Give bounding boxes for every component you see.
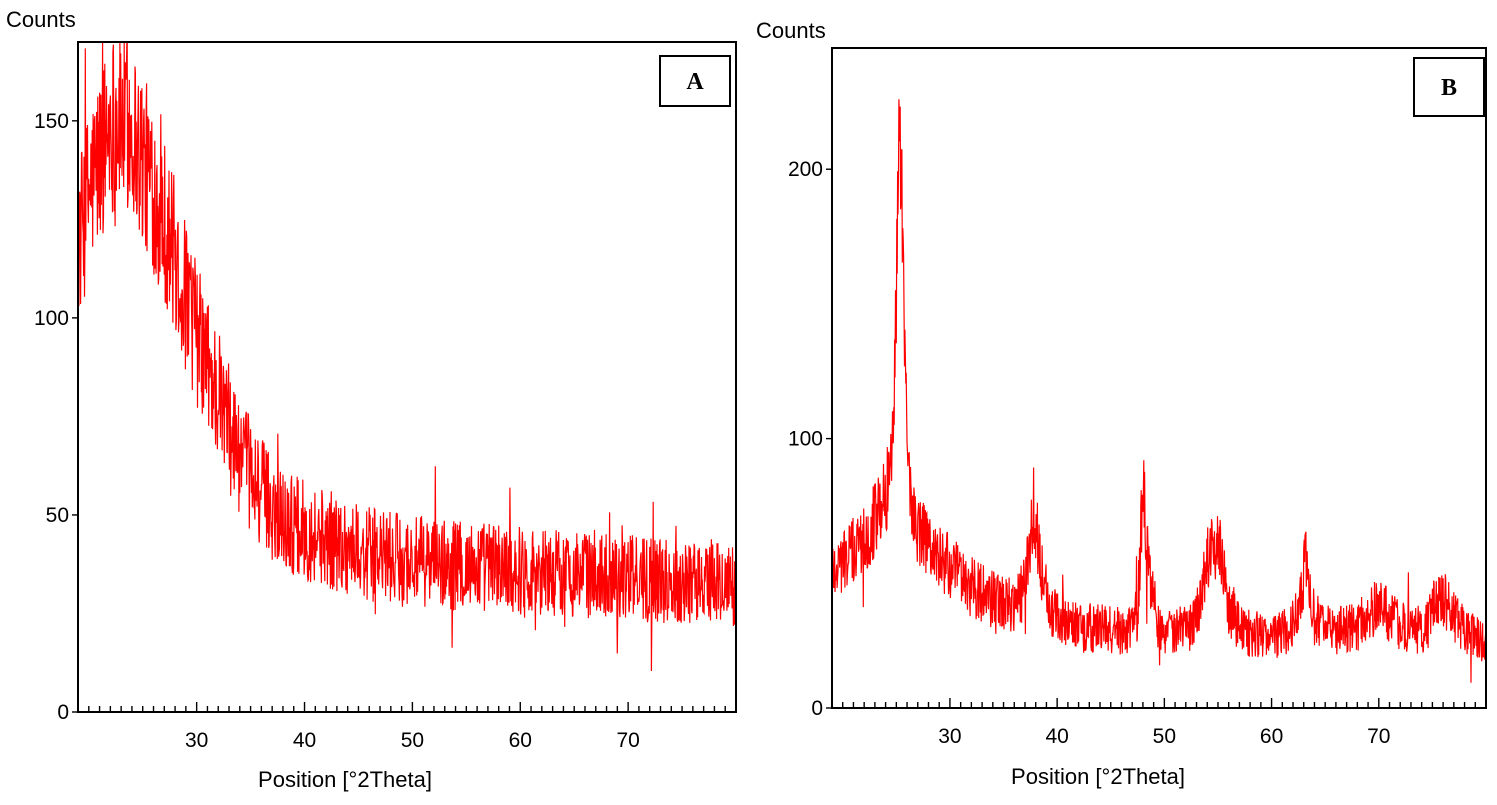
panel-label-box-a	[659, 55, 731, 107]
x-tick-label: 60	[509, 729, 532, 752]
y-tick-label: 0	[57, 701, 69, 724]
y-tick-label: 0	[811, 697, 823, 720]
x-tick-label: 70	[616, 729, 639, 752]
y-tick-label: 200	[788, 158, 823, 181]
x-tick-label: 40	[293, 729, 316, 752]
y-axis-title-b: Counts	[756, 18, 826, 43]
x-tick-label: 60	[1260, 725, 1283, 748]
y-axis-title-a: Counts	[6, 7, 76, 32]
y-tick-label: 100	[34, 307, 69, 330]
x-tick-label: 50	[401, 729, 424, 752]
diffraction-series-b	[831, 99, 1487, 683]
panel-label-box-b	[1413, 57, 1485, 117]
x-axis-title-a: Position [°2Theta]	[258, 767, 432, 792]
x-tick-label: 30	[938, 725, 961, 748]
y-tick-label: 150	[34, 110, 69, 133]
chart-panel-b: Counts 30 40 50 60 70 0 100 200 B Position [°2T…	[756, 18, 1487, 789]
panel-label-a: A	[686, 69, 704, 95]
x-axis-title-b: Position [°2Theta]	[1011, 764, 1185, 789]
x-tick-label: 40	[1045, 725, 1068, 748]
chart-panel-a: Counts 30 40 50 60 70 0 50 100 150 A Position [°…	[6, 7, 737, 792]
axis-ticks-b: 30 40 50 60 70 0 100 200	[788, 158, 1487, 748]
y-tick-label: 50	[46, 504, 69, 527]
x-tick-label: 70	[1367, 725, 1390, 748]
plot-frame-b	[831, 47, 1487, 709]
plot-frame-a	[77, 41, 737, 713]
x-tick-label: 50	[1153, 725, 1176, 748]
panel-label-b: B	[1441, 75, 1457, 101]
y-tick-label: 100	[788, 428, 823, 451]
x-tick-label: 30	[185, 729, 208, 752]
axis-ticks-a: 30 40 50 60 70 0 50 100 150	[34, 110, 737, 752]
diffraction-series-a	[77, 41, 737, 672]
